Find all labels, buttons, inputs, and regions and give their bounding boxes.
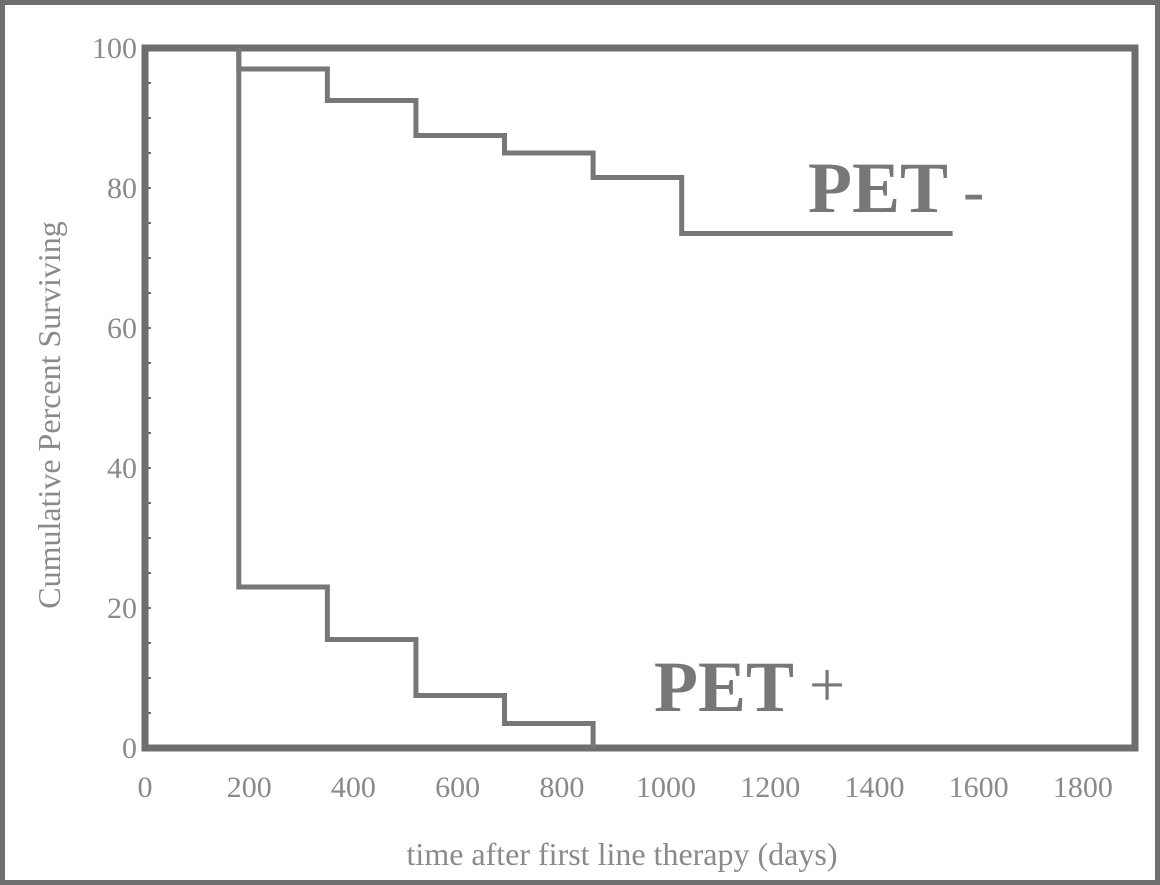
y-axis-title: Cumulative Percent Surviving (31, 221, 67, 609)
x-tick-label: 400 (331, 771, 376, 804)
x-tick-label: 1000 (636, 771, 696, 804)
x-tick-labels: 0 200 400 600 800 1000 1200 1400 1600 1800 (138, 771, 1113, 804)
y-tick-label: 20 (107, 592, 137, 625)
x-tick-label: 200 (227, 771, 272, 804)
y-tick-label: 60 (107, 312, 137, 345)
y-minor-ticks (145, 47, 151, 749)
x-tick-label: 1600 (949, 771, 1009, 804)
series-label-plus-sign: + (809, 649, 845, 720)
y-tick-label: 100 (92, 32, 137, 65)
y-tick-label: 40 (107, 452, 137, 485)
x-tick-label: 1200 (740, 771, 800, 804)
series-label-pet-negative: PET (808, 148, 948, 228)
plot-area-border (141, 44, 1139, 752)
y-tick-label: 80 (107, 172, 137, 205)
x-tick-label: 0 (138, 771, 153, 804)
x-tick-label: 800 (539, 771, 584, 804)
x-axis-title: time after first line therapy (days) (407, 836, 838, 872)
series-line-pet-negative (236, 48, 953, 236)
x-tick-label: 1400 (844, 771, 904, 804)
y-tick-labels: 0 20 40 60 80 100 (92, 32, 137, 765)
series-labels: PET -PET + (654, 148, 984, 727)
x-tick-label: 600 (435, 771, 480, 804)
y-tick-label: 0 (122, 732, 137, 765)
x-tick-label: 1800 (1053, 771, 1113, 804)
series-label-minus-sign: - (963, 155, 984, 226)
series-lines (236, 48, 953, 748)
series-line-pet-positive (236, 48, 596, 748)
series-label-pet-positive: PET (654, 647, 794, 727)
